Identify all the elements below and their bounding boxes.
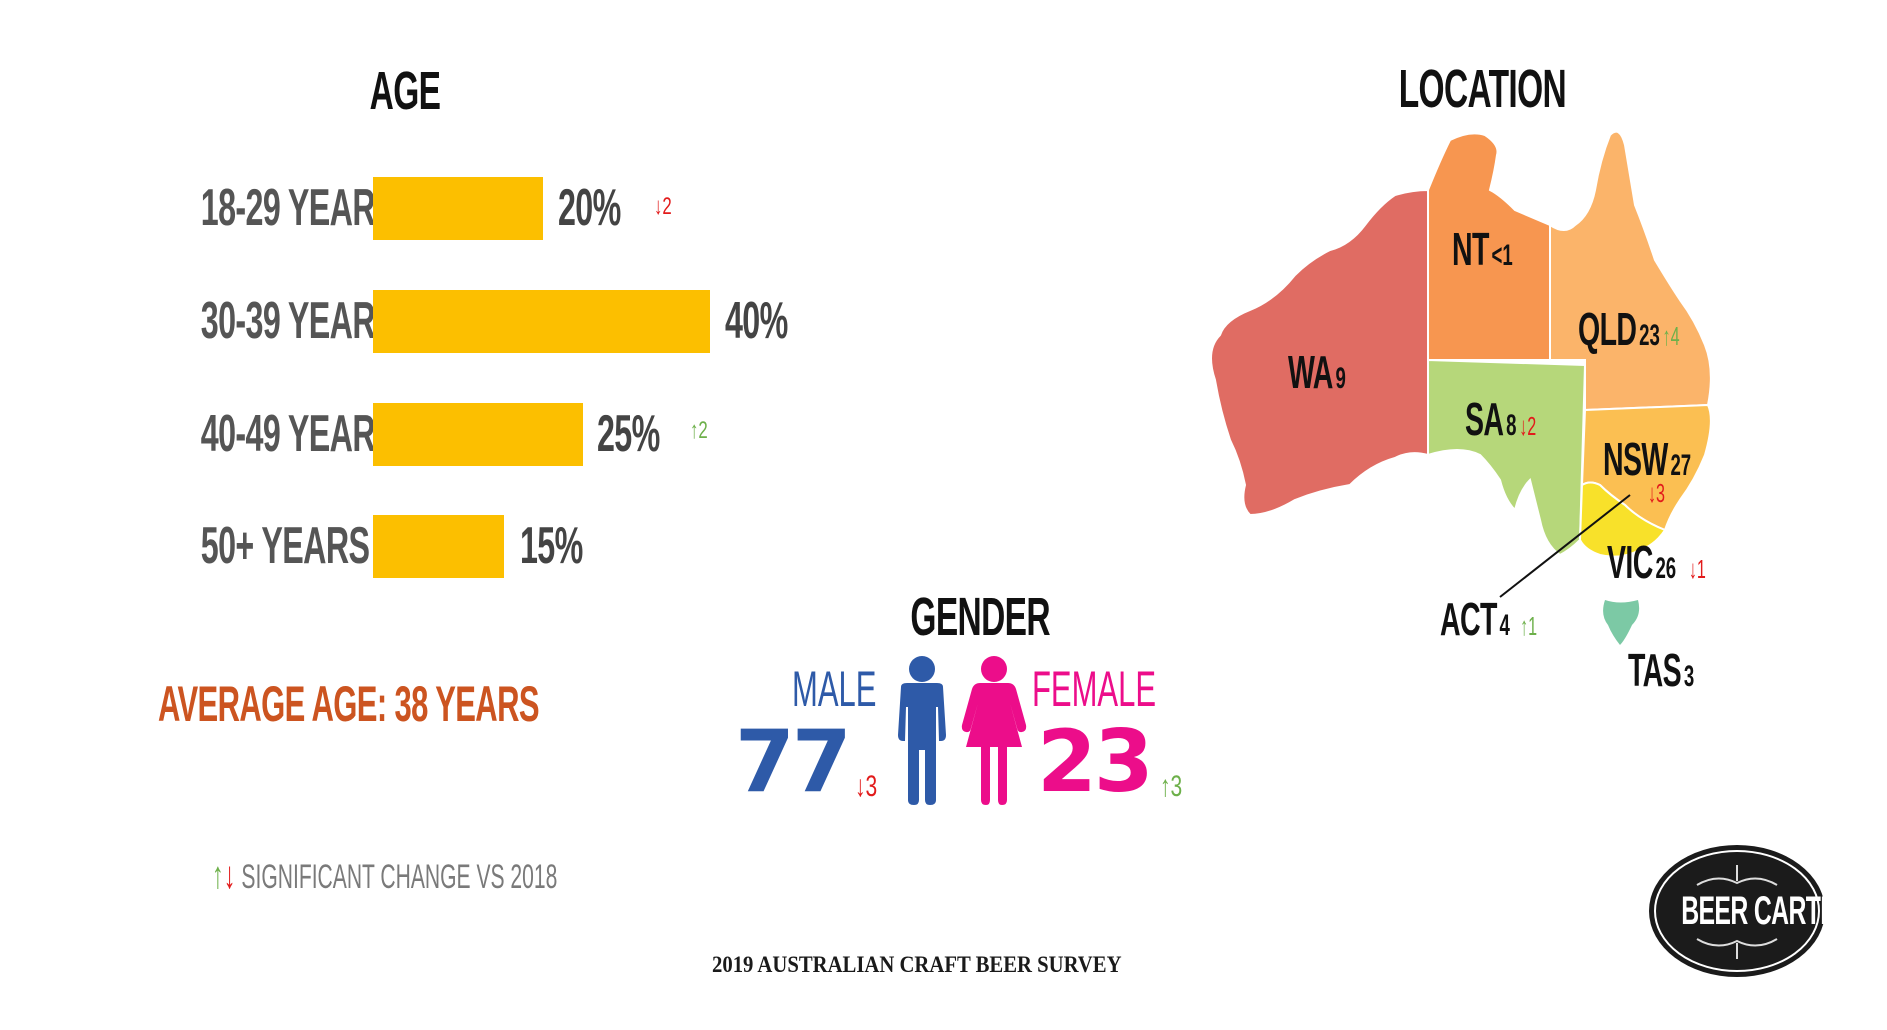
age-label-18-29: 18-29 YEARS [200,179,397,237]
female-change: ↑3 [1160,770,1183,803]
down-arrow-icon: ↓ [223,855,236,897]
age-value-40-49: 25% [597,405,660,463]
map-region-tas [1603,600,1640,645]
beer-cartel-logo: BEER CARTEL [1647,843,1851,979]
state-label-sa: SA 8 ↓2 [1465,393,1537,445]
average-age: AVERAGE AGE: 38 YEARS [158,676,540,732]
age-bar-50-plus [373,515,504,578]
female-value: 23 [1037,712,1154,812]
age-value-50-plus: 15% [520,517,583,575]
map-region-qld [1549,130,1712,412]
age-bar-40-49 [373,403,583,466]
age-change-18-29: ↓2 [654,193,672,220]
female-label: FEMALE [1032,661,1157,717]
age-label-40-49: 40-49 YEARS [200,405,397,463]
age-value-18-29: 20% [558,179,621,237]
female-figure-icon [961,656,1027,805]
male-change: ↓3 [855,770,878,803]
male-label: MALE [792,661,877,717]
age-title: AGE [369,61,441,121]
map-region-vic [1578,481,1667,558]
age-change-40-49: ↑2 [690,417,708,444]
state-label-qld: QLD 23 ↑4 [1578,303,1680,355]
australia-map [1210,130,1712,645]
state-label-nt: NT <1 [1452,223,1513,275]
state-label-tas: TAS 3 [1628,644,1695,696]
state-label-vic: VIC 26 ↓1 [1607,536,1706,588]
state-label-wa: WA 9 [1288,346,1346,398]
survey-title: 2019 AUSTRALIAN CRAFT BEER SURVEY [712,952,1122,977]
age-label-30-39: 30-39 YEARS [200,292,397,350]
legend-text: SIGNIFICANT CHANGE VS 2018 [241,858,558,896]
male-value: 77 [735,712,852,812]
logo-badge-icon [1649,845,1825,977]
logo-text: BEER CARTEL [1681,889,1851,933]
male-figure-icon [898,656,946,805]
up-arrow-icon: ↑ [212,855,224,897]
act-leader-line [1499,494,1631,598]
state-label-nsw: NSW 27 [1603,433,1692,485]
age-label-50-plus: 50+ YEARS [200,517,370,575]
map-region-sa [1427,358,1587,557]
age-value-30-39: 40% [725,292,788,350]
age-bar-30-39 [373,290,710,353]
gender-title: GENDER [910,587,1050,647]
age-bar-18-29 [373,177,543,240]
map-region-wa [1210,188,1429,517]
state-label-act: ACT 4 ↑1 [1440,593,1538,645]
map-region-nt [1427,132,1551,361]
state-change-nsw: ↓3 [1648,478,1666,508]
significance-legend: ↑↓ SIGNIFICANT CHANGE VS 2018 [212,855,557,898]
location-title: LOCATION [1398,59,1567,119]
